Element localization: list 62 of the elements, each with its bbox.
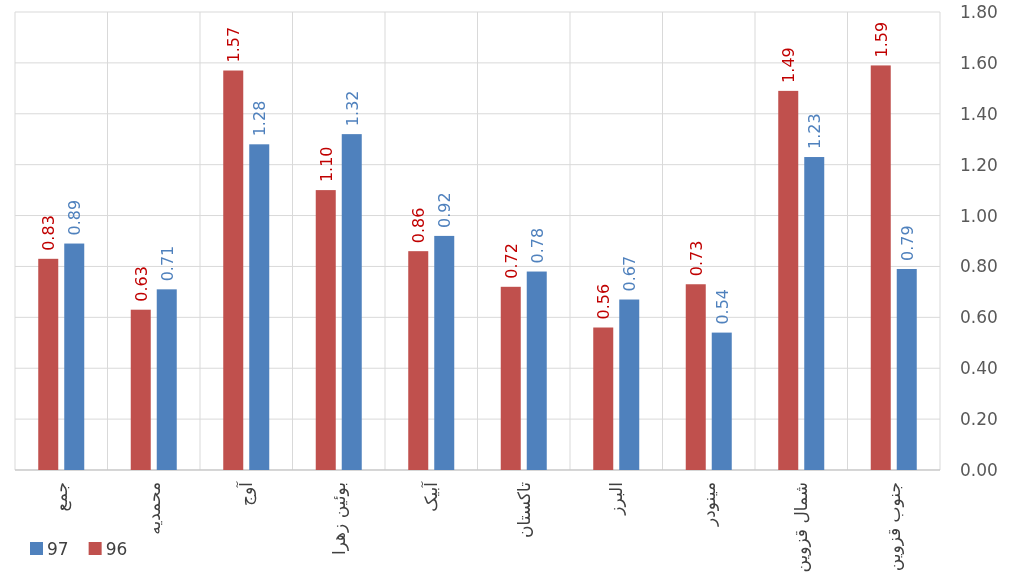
bar [619,299,640,470]
legend-label: 96 [105,539,128,559]
bar [156,289,177,470]
bar [38,258,59,470]
y-tick-label: 0.00 [960,460,998,480]
data-label: 0.79 [897,225,917,261]
x-tick-label: تاکستان [513,481,534,538]
x-tick-label: شمال قزوین [791,482,812,573]
bar [526,271,547,470]
bar [341,134,362,470]
data-label: 1.49 [779,47,799,83]
x-tick-label: جمع [51,482,73,512]
bar [64,243,85,470]
x-tick-label: مینودر [698,482,719,527]
data-label: 0.73 [686,240,706,277]
data-label: 1.57 [224,26,244,63]
bar [249,144,270,470]
y-tick-label: 1.40 [960,103,998,124]
bar [804,157,825,470]
bar [896,268,917,470]
data-label: 0.83 [39,215,59,251]
data-label: 1.59 [871,21,891,58]
y-tick-label: 0.40 [960,358,998,379]
bar [500,286,521,470]
bar [685,284,706,470]
y-tick-label: 1.00 [960,205,998,226]
x-tick-label: آبیک [420,480,442,512]
data-label: 1.32 [342,90,362,127]
y-tick-label: 1.60 [960,52,998,73]
data-label: 0.72 [501,243,521,279]
x-tick-label: محمدیه [143,482,164,535]
y-tick-label: 1.80 [960,2,998,22]
legend-label: 97 [47,539,69,559]
data-label: 1.28 [250,100,270,137]
y-tick-label: 0.20 [960,409,998,430]
data-label: 0.71 [157,245,177,282]
bar [315,190,336,470]
y-tick-label: 0.80 [960,256,998,277]
data-label: 0.89 [65,199,85,236]
x-tick-label: بوئین زهرا [328,482,349,555]
y-tick-label: 1.20 [960,154,998,175]
data-label: 1.23 [805,113,825,150]
data-label: 0.63 [131,266,151,302]
x-tick-label: جنوب قزوین [883,482,904,572]
bar [711,332,732,470]
data-label: 0.56 [594,283,614,320]
bar [434,235,455,470]
y-tick-label: 0.60 [960,307,998,328]
bar [130,309,151,470]
data-label: 0.92 [435,192,455,228]
data-label: 0.54 [712,288,732,325]
bar [778,90,799,470]
bar [593,327,614,470]
bar [870,65,891,470]
data-label: 0.78 [527,227,547,264]
data-label: 0.86 [409,207,429,244]
x-tick-label: آوج [235,480,258,506]
bar [408,251,429,470]
data-label: 1.10 [316,146,336,183]
data-label: 0.67 [620,255,640,292]
bar [223,70,244,470]
x-tick-label: البرز [606,482,627,516]
